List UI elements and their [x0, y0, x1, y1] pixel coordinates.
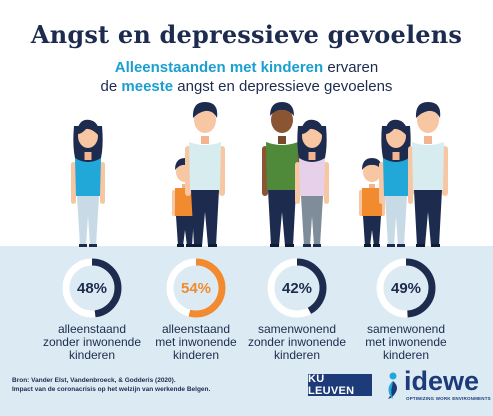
ku-leuven-logo: KU LEUVEN: [308, 373, 372, 397]
results-band: [0, 246, 493, 416]
people-illustration: [71, 102, 448, 247]
percent-label-3: 42%: [281, 279, 313, 297]
woman-figure-1: [71, 119, 105, 247]
subtitle-line-1: Alleenstaanden met kinderen ervaren: [0, 59, 493, 76]
source-note: Bron: Vander Elst, Vandenbroeck, & Godde…: [12, 376, 282, 394]
caption-2-line-1: alleenstaand: [161, 322, 231, 336]
idewe-logo-mark-icon: [388, 372, 397, 399]
idewe-tagline: OPTIMIZING WORK ENVIRONMENTS: [406, 396, 491, 401]
percent-label-1: 48%: [76, 279, 108, 297]
caption-1-line-1: alleenstaand: [57, 322, 127, 336]
caption-1: alleenstaand zonder inwonende kinderen: [32, 323, 152, 362]
donut-ring-1: [62, 258, 122, 318]
idewe-wordmark: idewe: [404, 366, 480, 396]
donut-ring-3: [267, 258, 327, 318]
caption-3-line-3: kinderen: [273, 348, 321, 362]
caption-2: alleenstaand met inwonende kinderen: [136, 323, 256, 362]
donut-chart-3: 42%: [265, 256, 329, 320]
caption-4-line-1: samenwonend: [366, 322, 446, 336]
caption-1-line-3: kinderen: [68, 348, 116, 362]
percent-label-4: 49%: [390, 279, 422, 297]
caption-3: samenwonend zonder inwonende kinderen: [237, 323, 357, 362]
donut-ring-2: [166, 258, 226, 318]
caption-4-line-2: met inwonende: [365, 335, 447, 349]
caption-3-line-1: samenwonend: [257, 322, 337, 336]
subtitle-highlight-2: meeste: [121, 78, 174, 95]
subtitle-text-2a: de: [100, 78, 122, 95]
source-line-1: Bron: Vander Elst, Vandenbroeck, & Godde…: [12, 377, 176, 384]
idewe-logo: idewe OPTIMIZING WORK ENVIRONMENTS: [382, 366, 491, 406]
donut-chart-2: 54%: [164, 256, 228, 320]
caption-3-line-2: zonder inwonende: [247, 335, 347, 349]
subtitle-text-2b: angst en depressieve gevoelens: [173, 78, 393, 95]
donut-chart-4: 49%: [374, 256, 438, 320]
caption-2-line-3: kinderen: [172, 348, 220, 362]
caption-2-line-2: met inwonende: [155, 335, 237, 349]
woman-figure-3: [295, 119, 329, 247]
caption-1-line-2: zonder inwonende: [42, 335, 142, 349]
donut-ring-4: [376, 258, 436, 318]
subtitle-text-1: ervaren: [323, 59, 379, 76]
subtitle-highlight-1: Alleenstaanden met kinderen: [114, 59, 324, 76]
woman-figure-4: [379, 119, 413, 247]
caption-4: samenwonend met inwonende kinderen: [346, 323, 466, 362]
source-line-2: Impact van de coronacrisis op het welzij…: [12, 386, 211, 393]
man-figure-4: [408, 102, 448, 247]
caption-4-line-3: kinderen: [382, 348, 430, 362]
donut-chart-1: 48%: [60, 256, 124, 320]
page-title: Angst en depressieve gevoelens: [30, 20, 463, 49]
subtitle-line-2: de meeste angst en depressieve gevoelens: [0, 78, 493, 95]
percent-label-2: 54%: [180, 279, 212, 297]
